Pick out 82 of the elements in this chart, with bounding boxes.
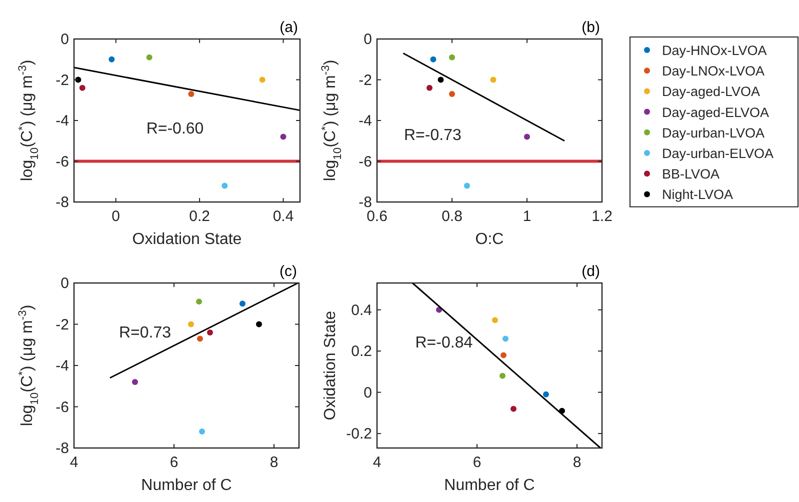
x-axis-title: O:C bbox=[475, 231, 504, 248]
y-tick-label: -0.2 bbox=[346, 426, 372, 443]
y-tick-label: 0 bbox=[364, 384, 372, 402]
y-tick-label: -8 bbox=[56, 194, 69, 211]
x-tick-label: 0 bbox=[112, 208, 120, 225]
point bbox=[464, 182, 470, 189]
point bbox=[188, 321, 194, 328]
point bbox=[438, 76, 444, 83]
x-axis-title: Oxidation State bbox=[132, 231, 242, 248]
y-tick-label: 0.4 bbox=[351, 302, 372, 319]
x-tick-label: 8 bbox=[270, 454, 278, 471]
y-tick-label: -4 bbox=[56, 358, 69, 374]
point bbox=[207, 330, 213, 336]
x-tick-label: 8 bbox=[572, 454, 582, 471]
point bbox=[132, 379, 138, 385]
point bbox=[199, 428, 205, 434]
point bbox=[240, 300, 246, 307]
x-tick-label: 1 bbox=[522, 208, 532, 225]
x-tick-label: 4 bbox=[372, 454, 382, 471]
legend-label: Day-urban-LVOA bbox=[662, 125, 765, 140]
y-tick-label: -6 bbox=[56, 153, 69, 170]
point bbox=[500, 372, 506, 379]
text: (d) bbox=[582, 263, 600, 280]
legend-label: Day-aged-LVOA bbox=[662, 84, 760, 100]
point bbox=[108, 56, 115, 62]
x-tick-label: 1.2 bbox=[592, 208, 612, 225]
y-tick-label: -6 bbox=[358, 153, 372, 170]
legend-label: Day-LNOx-LVOA bbox=[662, 64, 765, 79]
point bbox=[79, 84, 86, 91]
point bbox=[197, 336, 203, 342]
y-tick-label: -4 bbox=[56, 112, 69, 130]
point bbox=[524, 134, 530, 140]
point bbox=[426, 84, 432, 91]
point bbox=[449, 54, 455, 60]
annotation: R=0.73 bbox=[119, 324, 172, 342]
legend-label: BB-LVOA bbox=[662, 166, 720, 182]
point bbox=[502, 336, 508, 342]
y-tick-label: 0 bbox=[60, 275, 69, 292]
point bbox=[146, 54, 152, 60]
point bbox=[259, 76, 266, 83]
y-tick-label: -8 bbox=[56, 440, 69, 457]
legend-label: Night-LVOA bbox=[662, 187, 734, 202]
x-tick-label: 0.6 bbox=[366, 208, 388, 225]
annotation: R=-0.84 bbox=[415, 334, 473, 352]
x-tick-label: 4 bbox=[70, 454, 78, 471]
point bbox=[490, 76, 496, 83]
y-tick-label: -4 bbox=[358, 112, 372, 130]
point bbox=[510, 406, 516, 412]
y-tick-label: 0 bbox=[364, 31, 372, 48]
point bbox=[196, 298, 202, 305]
text: (c) bbox=[280, 263, 297, 280]
x-tick-label: 6 bbox=[170, 454, 178, 471]
legend-label: Day-HNOx-LVOA bbox=[662, 43, 767, 58]
annotation: R=-0.60 bbox=[146, 120, 204, 138]
annotation: R=-0.73 bbox=[404, 127, 462, 144]
point bbox=[222, 182, 228, 189]
x-tick-label: 0.8 bbox=[442, 208, 462, 225]
y-tick-label: -2 bbox=[358, 72, 372, 89]
point bbox=[430, 56, 436, 62]
legend-label: Day-aged-ELVOA bbox=[662, 104, 770, 120]
y-axis-title: Oxidation State bbox=[322, 310, 339, 420]
y-tick-label: -6 bbox=[56, 398, 69, 416]
x-tick-label: 0.2 bbox=[189, 208, 210, 225]
x-axis-title: Number of C bbox=[141, 477, 232, 494]
x-axis-title: Number of C bbox=[444, 477, 535, 494]
text: (a) bbox=[280, 19, 298, 36]
point bbox=[492, 317, 498, 324]
legend-label: Day-urban-ELVOA bbox=[662, 146, 774, 161]
x-tick-label: 6 bbox=[472, 454, 482, 471]
point bbox=[280, 134, 286, 140]
point bbox=[543, 391, 549, 398]
y-tick-label: -2 bbox=[56, 316, 69, 334]
point bbox=[256, 321, 262, 328]
text: (b) bbox=[582, 19, 600, 36]
y-tick-label: -2 bbox=[56, 72, 69, 89]
point bbox=[449, 91, 455, 98]
point bbox=[188, 91, 194, 98]
point bbox=[500, 352, 506, 358]
y-tick-label: 0 bbox=[60, 31, 69, 48]
y-tick-label: -8 bbox=[358, 194, 372, 211]
y-tick-label: 0.2 bbox=[351, 343, 372, 360]
x-tick-label: 0.4 bbox=[272, 208, 294, 225]
